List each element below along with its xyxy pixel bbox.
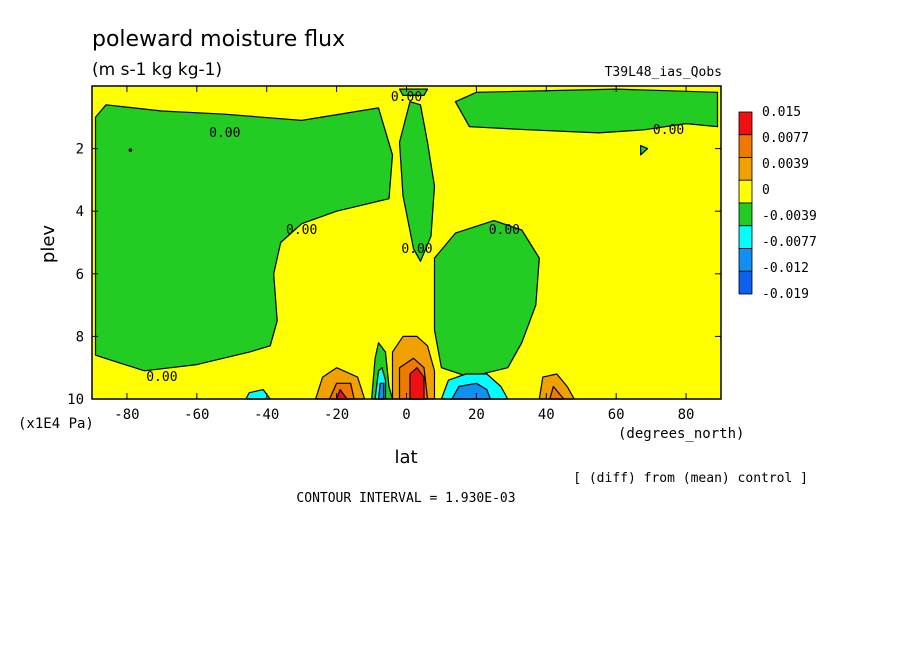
contour-label: 0.00 xyxy=(209,126,240,141)
colorbar-swatch xyxy=(738,134,753,158)
contour-region-green xyxy=(639,144,649,156)
diff-note: [ (diff) from (mean) control ] xyxy=(573,471,808,486)
colorbar-label: -0.012 xyxy=(762,261,809,276)
y-tick-label: 4 xyxy=(76,204,84,220)
y-axis-ticks: 2 4 6 8 10 xyxy=(67,142,721,408)
contour-labels: 0.00 0.00 0.00 0.00 0.00 0.00 0.00 xyxy=(146,90,684,385)
contour-label: 0.00 xyxy=(489,223,520,238)
filled-regions xyxy=(94,88,719,400)
colorbar-swatch xyxy=(738,157,753,181)
colorbar-swatch xyxy=(738,111,753,136)
contour-region-green xyxy=(433,220,540,378)
colorbar-label: -0.0077 xyxy=(762,235,817,250)
contour-label: 0.00 xyxy=(286,223,317,238)
y-tick-label: 2 xyxy=(76,142,84,158)
x-tick-label: 60 xyxy=(608,407,625,423)
colorbar-label: -0.019 xyxy=(762,287,809,302)
x-tick-label: -80 xyxy=(114,407,139,423)
colorbar-swatch xyxy=(738,270,753,295)
x-tick-label: 20 xyxy=(468,407,485,423)
contour-label: 0.00 xyxy=(401,242,432,257)
x-axis-units: (degrees_north) xyxy=(618,426,744,442)
y-tick-label: 6 xyxy=(76,267,84,283)
contour-label: 0.00 xyxy=(391,90,422,105)
x-axis-label: lat xyxy=(394,447,417,468)
colorbar-swatch xyxy=(738,202,753,227)
contour-interval: CONTOUR INTERVAL = 1.930E-03 xyxy=(296,491,515,506)
x-tick-label: -40 xyxy=(254,407,279,423)
colorbar-legend: 0.015 0.0077 0.0039 0 -0.0039 -0.0077 -0.012 -0… xyxy=(738,105,817,302)
colorbar-label: 0.015 xyxy=(762,105,801,120)
x-tick-label: 80 xyxy=(678,407,695,423)
y-axis-label: plev xyxy=(38,225,59,264)
y-tick-label: 8 xyxy=(76,329,84,345)
colorbar-label: 0.0077 xyxy=(762,131,809,146)
contour-label: 0.00 xyxy=(653,123,684,138)
marker-dot xyxy=(128,148,133,152)
chart-title: poleward moisture flux xyxy=(92,27,345,52)
x-tick-label: 0 xyxy=(402,407,410,423)
contour-region-green xyxy=(94,104,394,372)
x-tick-label: 40 xyxy=(538,407,555,423)
colorbar-label: 0.0039 xyxy=(762,157,809,172)
plot-area: 0.00 0.00 0.00 0.00 0.00 0.00 0.00 xyxy=(91,85,722,400)
y-tick-label: 10 xyxy=(67,392,84,408)
x-tick-label: -20 xyxy=(324,407,349,423)
colorbar-swatch xyxy=(738,179,753,204)
colorbar-label: -0.0039 xyxy=(762,209,817,224)
run-name: T39L48_ias_Qobs xyxy=(605,65,722,80)
colorbar-swatch xyxy=(738,248,753,272)
chart-units: (m s-1 kg kg-1) xyxy=(92,60,222,80)
x-tick-label: -60 xyxy=(184,407,209,423)
contour-region-green xyxy=(454,88,719,134)
colorbar-swatch xyxy=(738,225,753,249)
y-axis-units: (x1E4 Pa) xyxy=(18,416,94,432)
x-axis-ticks: -80 -60 -40 -20 0 20 40 60 80 xyxy=(114,86,694,423)
contour-label: 0.00 xyxy=(146,370,177,385)
contour-region-green xyxy=(398,101,436,262)
colorbar-label: 0 xyxy=(762,183,770,198)
